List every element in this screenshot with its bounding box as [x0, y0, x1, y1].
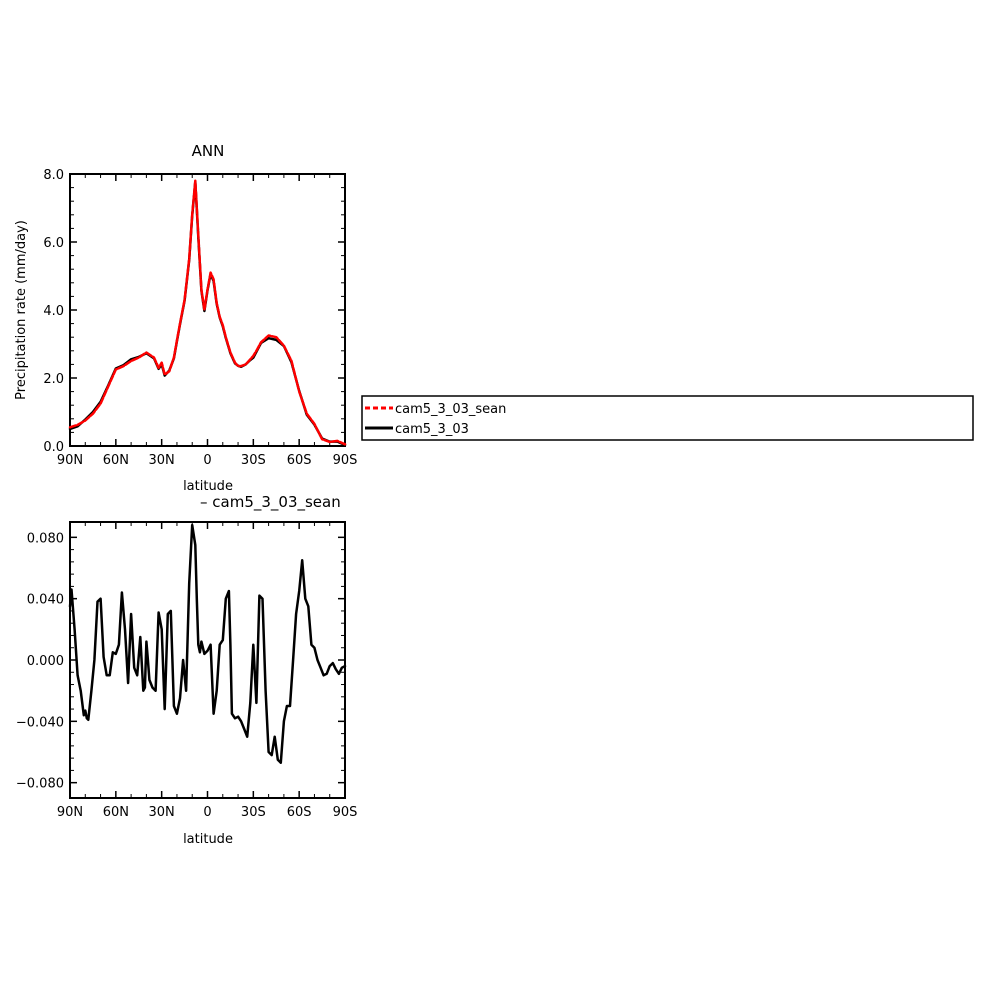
legend: cam5_3_03_sean cam5_3_03: [361, 395, 974, 441]
top-chart-xtick-label: 0: [203, 453, 211, 468]
top-chart: ANN Precipitation rate (mm/day) 90N 60N 30…: [14, 142, 357, 494]
top-chart-xtick-label: 90S: [333, 453, 358, 468]
top-chart-ylabel: Precipitation rate (mm/day): [14, 220, 29, 400]
bottom-chart-ytick-label: 0.000: [27, 654, 64, 669]
top-chart-title: ANN: [192, 142, 225, 160]
bottom-chart-xlabel: latitude: [183, 832, 233, 847]
top-chart-series: [68, 179, 347, 447]
top-chart-xlabel: latitude: [183, 479, 233, 494]
bottom-chart-xtick-label: 60S: [287, 805, 312, 820]
top-chart-xtick-label: 60S: [287, 453, 312, 468]
bottom-chart: – cam5_3_03_sean 90N 60N 30N 0 30S 60S 90S −0.0…: [16, 493, 358, 847]
bottom-chart-series-line-difference: [68, 523, 347, 764]
top-chart-xtick-label: 30N: [149, 453, 175, 468]
bottom-chart-xtick-label: 60N: [103, 805, 129, 820]
bottom-chart-xtick-label: 90N: [57, 805, 83, 820]
bottom-chart-ytick-label: 0.040: [27, 593, 64, 608]
legend-box: [361, 395, 974, 441]
bottom-chart-series: [68, 523, 347, 764]
bottom-chart-ytick-label: −0.040: [16, 715, 64, 730]
top-chart-series-line-cam5-3-03-sean: [68, 179, 347, 446]
top-chart-xtick-label: 60N: [103, 453, 129, 468]
top-chart-ticks: 90N 60N 30N 0 30S 60S 90S 0.0 2.0 4.0 6.0 8.0: [43, 168, 357, 468]
bottom-chart-ytick-label: −0.080: [16, 777, 64, 792]
top-chart-ytick-label: 8.0: [43, 168, 64, 183]
bottom-chart-xtick-label: 30N: [149, 805, 175, 820]
top-chart-xtick-label: 90N: [57, 453, 83, 468]
top-chart-ytick-label: 2.0: [43, 372, 64, 387]
bottom-chart-ytick-label: 0.080: [27, 531, 64, 546]
legend-label-cam5-3-03-sean: cam5_3_03_sean: [395, 402, 506, 417]
bottom-chart-title: – cam5_3_03_sean: [200, 493, 341, 512]
bottom-chart-ticks: 90N 60N 30N 0 30S 60S 90S −0.080 −0.040 0.000 0.04…: [16, 522, 358, 820]
bottom-chart-xtick-label: 30S: [241, 805, 266, 820]
top-chart-ytick-label: 0.0: [43, 440, 64, 455]
legend-label-cam5-3-03: cam5_3_03: [395, 422, 469, 437]
top-chart-ytick-label: 6.0: [43, 236, 64, 251]
bottom-chart-xtick-label: 0: [203, 805, 211, 820]
top-chart-ytick-label: 4.0: [43, 304, 64, 319]
bottom-chart-xtick-label: 90S: [333, 805, 358, 820]
top-chart-xtick-label: 30S: [241, 453, 266, 468]
